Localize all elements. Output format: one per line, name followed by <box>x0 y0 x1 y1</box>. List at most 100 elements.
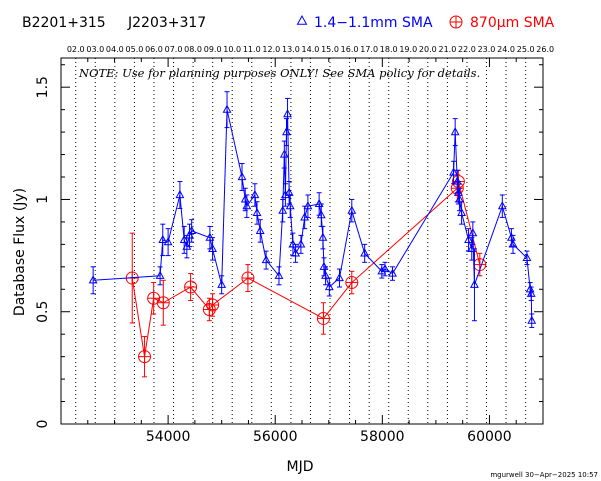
data-point <box>206 298 220 312</box>
data-point <box>380 264 390 273</box>
alt-source-name: J2203+317 <box>127 15 206 31</box>
credit-line: mgurwell 30−Apr−2025 10:57 <box>490 471 598 479</box>
year-label: 22.0 <box>458 45 476 54</box>
data-point <box>468 228 478 237</box>
data-point <box>274 270 284 279</box>
x-tick-label: 60000 <box>467 429 512 445</box>
year-label: 20.0 <box>419 45 437 54</box>
year-label: 07.0 <box>165 45 183 54</box>
data-point <box>467 243 477 252</box>
data-point <box>508 239 518 248</box>
data-point <box>278 205 288 214</box>
data-point <box>449 167 459 176</box>
data-point <box>288 239 298 248</box>
year-label: 16.0 <box>341 45 359 54</box>
planning-note: NOTE: Use for planning purposes ONLY! Se… <box>78 66 480 80</box>
data-point <box>345 276 359 290</box>
x-tick-label: 56000 <box>253 429 298 445</box>
data-point <box>217 279 227 288</box>
data-point <box>250 189 260 199</box>
year-label: 21.0 <box>438 45 456 54</box>
data-point <box>155 270 165 279</box>
data-point <box>452 176 462 185</box>
data-point <box>321 270 331 279</box>
year-label: 12.0 <box>262 45 280 54</box>
year-label: 09.0 <box>204 45 222 54</box>
data-point <box>179 234 189 243</box>
data-point <box>360 248 370 257</box>
data-point <box>316 311 330 325</box>
data-point <box>388 268 397 277</box>
data-point <box>527 315 537 324</box>
data-point <box>291 248 301 257</box>
legend-red-label: 870μm SMA <box>470 15 555 31</box>
x-tick-label: 54000 <box>146 429 191 445</box>
source-name: B2201+315 <box>22 15 106 31</box>
data-point <box>280 189 290 199</box>
circle-plus-icon <box>449 15 463 29</box>
data-point <box>261 255 271 264</box>
year-labels: 02.0 03.0 04.0 05.0 06.0 07.0 08.0 09.0 10.0 11.0… <box>67 45 554 54</box>
data-point <box>175 189 185 199</box>
data-point <box>457 207 467 217</box>
x-tick-label: 58000 <box>360 429 405 445</box>
data-point <box>497 201 507 210</box>
data-point <box>453 187 463 196</box>
year-label: 04.0 <box>106 45 124 54</box>
legend: 1.4−1.1mm SMA 870μm SMA <box>296 14 555 31</box>
year-label: 23.0 <box>478 45 496 54</box>
data-point <box>316 210 326 219</box>
series-1mm <box>88 91 537 328</box>
data-point <box>279 149 289 158</box>
legend-blue-label: 1.4−1.1mm SMA <box>314 15 433 31</box>
x-axis-ticks: 54000 56000 58000 60000 <box>60 58 544 445</box>
plot-frame <box>60 57 544 425</box>
data-point <box>522 252 532 261</box>
data-point <box>255 225 265 234</box>
data-point <box>470 279 479 288</box>
data-point <box>88 275 98 284</box>
year-label: 08.0 <box>184 45 202 54</box>
year-label: 05.0 <box>126 45 144 54</box>
data-point <box>283 109 292 118</box>
data-point <box>205 232 215 241</box>
data-point <box>347 205 357 214</box>
data-point <box>184 280 198 294</box>
y-tick-label: 1 <box>35 195 51 204</box>
y-axis-ticks: 0 0.5 1 1.5 <box>35 64 543 428</box>
triangle-icon <box>296 14 308 25</box>
data-point <box>319 261 329 270</box>
data-point <box>208 243 218 252</box>
year-label: 24.0 <box>497 45 515 54</box>
data-point <box>242 201 252 210</box>
year-gridlines <box>75 58 527 424</box>
series-line <box>93 109 533 321</box>
data-point <box>158 234 168 243</box>
data-point <box>303 201 313 210</box>
data-point <box>222 104 232 113</box>
y-tick-label: 0.5 <box>35 301 51 323</box>
data-point <box>252 207 262 217</box>
data-point <box>241 271 255 285</box>
year-label: 26.0 <box>536 45 554 54</box>
data-point <box>187 225 197 234</box>
data-point <box>450 127 460 136</box>
data-point <box>314 198 324 208</box>
data-point <box>182 241 192 250</box>
data-point <box>282 127 291 136</box>
year-label: 17.0 <box>360 45 378 54</box>
data-point <box>324 281 334 291</box>
data-point <box>464 234 474 243</box>
data-point <box>526 288 536 297</box>
year-label: 06.0 <box>145 45 163 54</box>
data-point <box>285 201 295 210</box>
year-label: 25.0 <box>517 45 535 54</box>
data-point <box>296 239 306 248</box>
x-axis-label: MJD <box>287 459 314 475</box>
year-label: 15.0 <box>321 45 339 54</box>
year-label: 03.0 <box>86 45 104 54</box>
data-point <box>237 171 247 181</box>
year-label: 10.0 <box>223 45 241 54</box>
data-point <box>318 232 328 241</box>
